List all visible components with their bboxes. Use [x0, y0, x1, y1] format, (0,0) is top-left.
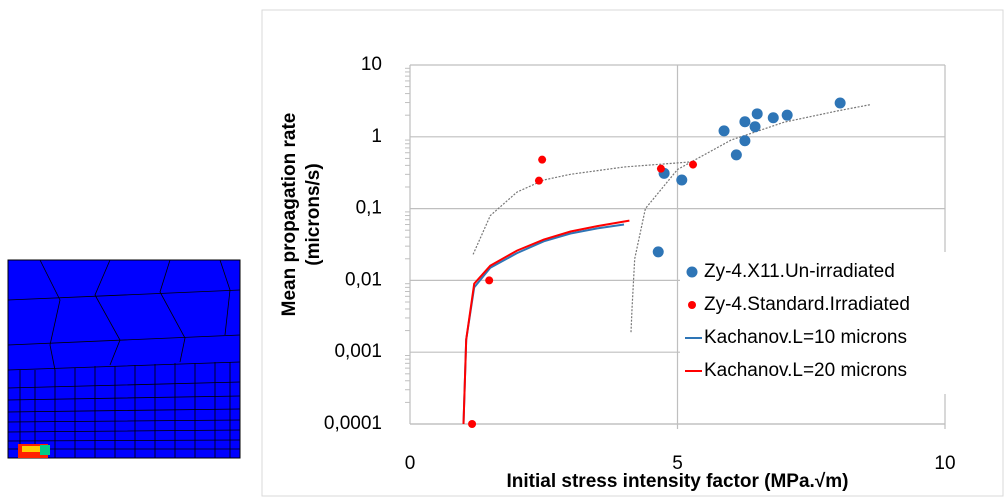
legend-label: Kachanov.L=20 microns	[704, 360, 907, 381]
x-tick-label: 5	[672, 453, 683, 474]
data-point	[739, 135, 751, 147]
data-point	[767, 112, 779, 124]
legend-swatch	[686, 266, 698, 278]
y-tick-label: 10	[361, 54, 382, 75]
y-axis-title: Mean propagation rate	[279, 113, 300, 317]
y-tick-label: 1	[371, 126, 382, 147]
data-point	[749, 121, 761, 133]
y-tick-label: 0,001	[334, 341, 382, 362]
data-point	[834, 97, 846, 109]
data-point	[751, 108, 763, 120]
y-tick-label: 0,01	[345, 269, 382, 290]
y-tick-label: 0,1	[356, 198, 382, 219]
legend-label: Kachanov.L=10 microns	[704, 327, 907, 348]
data-point	[656, 164, 665, 173]
data-point	[534, 176, 543, 185]
data-point	[468, 420, 477, 428]
series-line	[462, 219, 630, 425]
data-point	[781, 109, 793, 121]
data-point	[730, 149, 742, 161]
data-point	[718, 125, 730, 137]
data-point	[739, 116, 751, 128]
y-tick-label: 0,0001	[324, 413, 382, 434]
x-tick-label: 10	[934, 453, 955, 474]
data-point	[538, 155, 547, 164]
legend-label: Zy-4.Standard.Irradiated	[704, 294, 910, 315]
data-point	[689, 160, 698, 169]
trendline	[630, 104, 871, 333]
legend-label: Zy-4.X11.Un-irradiated	[704, 261, 895, 282]
y-axis-title: (microns/s)	[303, 163, 324, 265]
chart: 0,0001 0,001 0,01 0,1 1 10 0 5 10 Initial stress …	[279, 54, 1000, 492]
mesh-image	[7, 259, 241, 459]
x-tick-label: 0	[405, 453, 416, 474]
data-point	[652, 246, 664, 258]
legend-swatch	[688, 301, 696, 309]
x-axis-title: Initial stress intensity factor (MPa.√m)	[507, 471, 849, 492]
legend-box	[680, 252, 1000, 394]
data-point	[676, 174, 688, 186]
trendline	[472, 161, 694, 255]
data-point	[485, 276, 494, 285]
